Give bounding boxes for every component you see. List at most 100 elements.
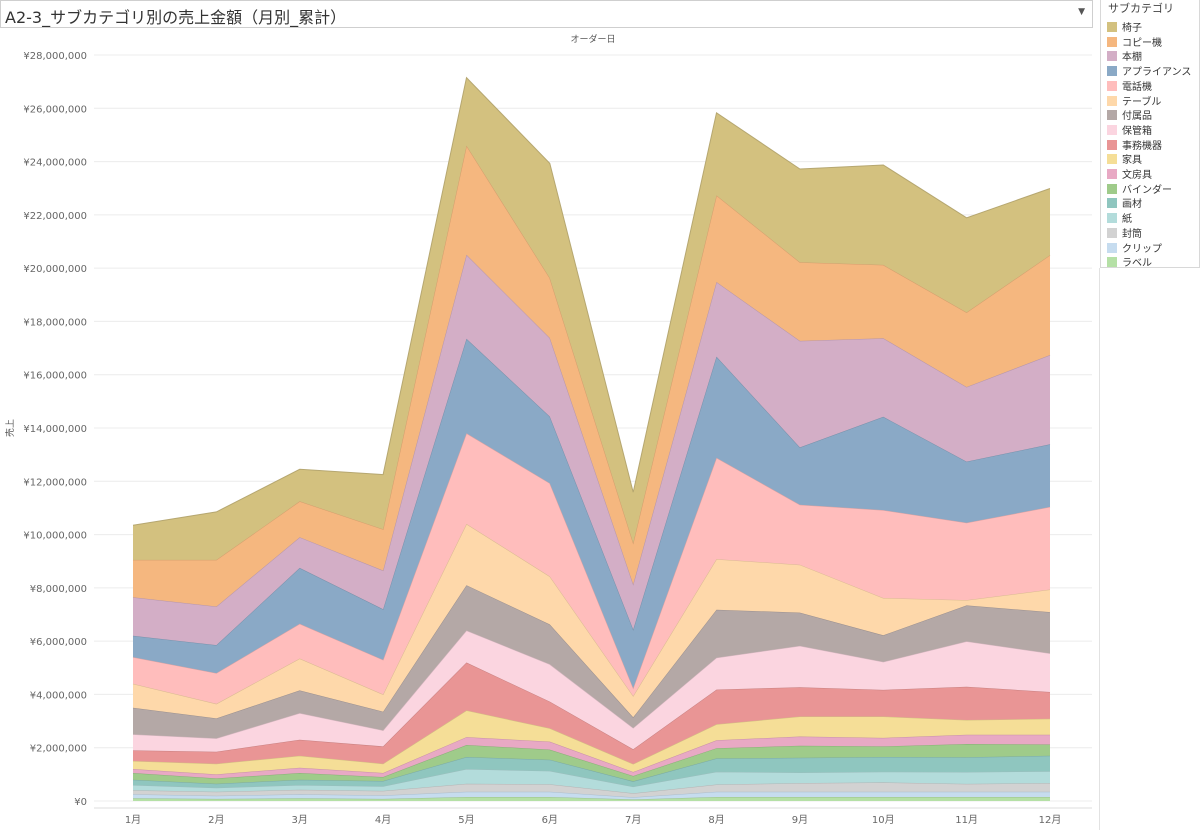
x-tick-label: 8月 (708, 814, 724, 826)
y-tick-label: ¥24,000,000 (23, 158, 87, 169)
legend-label: 電話機 (1122, 81, 1152, 93)
legend-swatch (1107, 213, 1117, 224)
legend-item[interactable]: 付属品 (1107, 107, 1152, 123)
area-series[interactable] (133, 433, 1050, 704)
legend-label: 文房具 (1122, 170, 1152, 181)
legend-label: 事務機器 (1122, 140, 1162, 152)
x-tick-label: 7月 (625, 814, 641, 826)
x-tick-label: 10月 (872, 814, 895, 826)
area-series[interactable] (133, 755, 1050, 788)
legend-swatch (1107, 110, 1117, 121)
area-series[interactable] (133, 77, 1050, 560)
legend-swatch (1107, 242, 1117, 253)
y-tick-label: ¥22,000,000 (23, 211, 87, 222)
legend-title: サブカテゴリ (1108, 2, 1174, 15)
area-series[interactable] (133, 797, 1050, 801)
y-tick-label: ¥6,000,000 (30, 637, 87, 648)
legend-label: 付属品 (1122, 111, 1152, 123)
legend-label: テーブル (1122, 96, 1162, 108)
y-tick-label: ¥0 (74, 797, 87, 808)
legend-label: 椅子 (1122, 23, 1142, 34)
area-series[interactable] (133, 744, 1050, 784)
x-tick-label: 1月 (125, 814, 141, 826)
area-series[interactable] (133, 630, 1050, 752)
area-series[interactable] (133, 769, 1050, 794)
legend-item[interactable]: アプライアンス (1107, 63, 1192, 79)
y-tick-label: ¥4,000,000 (30, 690, 87, 701)
legend-label: 本棚 (1122, 52, 1142, 64)
legend-item[interactable]: 電話機 (1107, 78, 1152, 93)
x-tick-label: 3月 (292, 814, 308, 826)
chevron-down-icon[interactable]: ▼ (1078, 7, 1085, 17)
legend-swatch (1107, 80, 1117, 91)
area-series[interactable] (133, 523, 1050, 719)
legend-label: ラベル (1122, 258, 1152, 270)
legend-item[interactable]: バインダー (1107, 181, 1172, 196)
legend-item[interactable]: 封筒 (1107, 225, 1142, 240)
x-tick-label: 4月 (375, 814, 391, 826)
legend-item[interactable]: 保管箱 (1107, 122, 1152, 137)
sheet-title: A2-3_サブカテゴリ別の売上金額（月別_累計） (5, 8, 347, 27)
legend-label: バインダー (1122, 184, 1172, 196)
legend-item[interactable]: 画材 (1107, 195, 1142, 211)
legend-item[interactable]: 椅子 (1107, 19, 1142, 34)
y-tick-label: ¥28,000,000 (23, 51, 87, 62)
area-series[interactable] (133, 254, 1050, 646)
legend-swatch (1107, 257, 1117, 268)
legend-label: 紙 (1122, 214, 1132, 226)
legend-label: 家具 (1122, 155, 1142, 167)
stacked-area-chart: オーダー日 ¥0 ¥2,000,000 ¥4,000,000 ¥6,000,000 ¥8,… (4, 33, 1092, 826)
legend-swatch (1107, 198, 1117, 209)
y-tick-label: ¥14,000,000 (23, 424, 87, 435)
x-tick-label: 11月 (955, 814, 978, 826)
legend-item[interactable]: テーブル (1107, 93, 1162, 108)
legend-swatch (1107, 22, 1117, 32)
legend-item[interactable]: クリップ (1107, 240, 1162, 255)
x-axis-title: オーダー日 (570, 33, 615, 45)
legend-swatch (1107, 154, 1117, 165)
area-series[interactable] (133, 782, 1050, 798)
legend-swatch (1107, 66, 1117, 77)
legend: サブカテゴリ 椅子コピー機本棚アプライアンス 電話機テーブル付属品保管箱事務機器家… (1100, 0, 1200, 270)
y-axis-title: 売上 (4, 419, 16, 437)
y-tick-label: ¥26,000,000 (23, 104, 87, 115)
legend-item[interactable]: ラベル (1107, 254, 1152, 270)
legend-swatch (1107, 139, 1117, 150)
legend-label: 画材 (1122, 199, 1142, 211)
legend-swatch (1107, 95, 1117, 106)
area-series[interactable] (133, 791, 1050, 800)
area-series[interactable] (133, 145, 1050, 607)
divider (1099, 268, 1100, 830)
area-series-edge (132, 76, 1051, 526)
legend-swatch (1107, 169, 1117, 179)
legend-swatch (1107, 51, 1117, 62)
legend-item[interactable]: 本棚 (1107, 48, 1142, 64)
y-tick-label: ¥16,000,000 (23, 371, 87, 382)
area-series[interactable] (133, 662, 1050, 765)
y-tick-label: ¥10,000,000 (23, 531, 87, 542)
legend-item[interactable]: 紙 (1107, 210, 1132, 226)
x-tick-label: 6月 (542, 814, 558, 826)
legend-item[interactable]: 家具 (1107, 151, 1142, 167)
area-series[interactable] (133, 710, 1050, 775)
legend-item[interactable]: コピー機 (1107, 34, 1162, 49)
x-tick-label: 9月 (792, 814, 808, 826)
area-series[interactable] (133, 734, 1050, 779)
legend-label: アプライアンス (1122, 67, 1192, 79)
legend-item[interactable]: 事務機器 (1107, 137, 1162, 152)
legend-swatch (1107, 227, 1117, 238)
area-series[interactable] (133, 585, 1050, 739)
y-tick-label: ¥2,000,000 (30, 744, 87, 755)
legend-label: コピー機 (1122, 37, 1162, 49)
legend-label: 保管箱 (1122, 125, 1152, 137)
y-tick-label: ¥12,000,000 (23, 477, 87, 488)
legend-swatch (1107, 183, 1117, 194)
y-tick-label: ¥18,000,000 (23, 317, 87, 328)
legend-swatch (1107, 124, 1117, 135)
legend-swatch (1107, 36, 1117, 47)
legend-item[interactable]: 文房具 (1107, 166, 1152, 181)
title-bar[interactable]: A2-3_サブカテゴリ別の売上金額（月別_累計） ▼ (0, 0, 1093, 28)
x-tick-label: 12月 (1039, 814, 1062, 826)
x-tick-label: 5月 (458, 814, 474, 826)
area-series[interactable] (133, 338, 1050, 688)
